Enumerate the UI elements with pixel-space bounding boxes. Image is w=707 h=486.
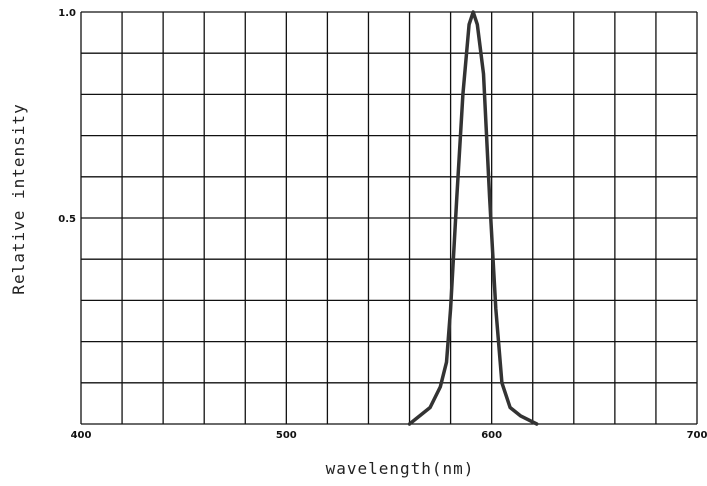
x-axis-title: wavelength(nm) <box>326 459 475 478</box>
y-tick-label: 1.0 <box>58 8 76 19</box>
tick-labels: 400 500 600 700 0.5 1.0 <box>58 8 707 441</box>
x-tick-label: 400 <box>71 430 92 441</box>
x-tick-label: 700 <box>687 430 707 441</box>
x-tick-label: 600 <box>481 430 502 441</box>
x-tick-label: 500 <box>276 430 297 441</box>
series-line <box>407 10 539 426</box>
y-axis-title: Relative intensity <box>9 103 28 294</box>
grid <box>80 11 698 425</box>
y-tick-label: 0.5 <box>58 214 76 225</box>
